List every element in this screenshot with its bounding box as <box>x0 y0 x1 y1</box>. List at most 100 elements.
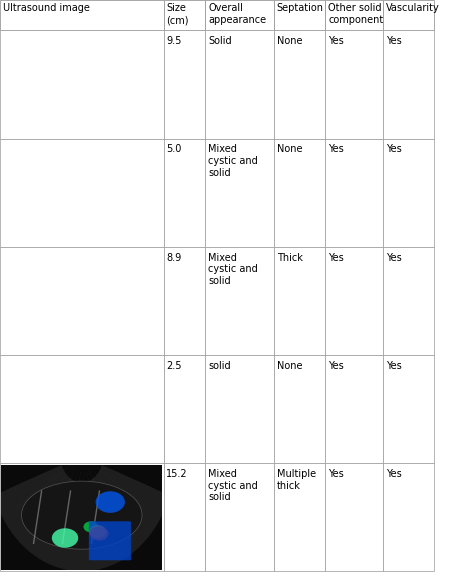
Bar <box>0 0 164 30</box>
Ellipse shape <box>29 167 102 208</box>
Text: Ultrasound image: Ultrasound image <box>3 3 90 13</box>
Bar <box>1 248 162 353</box>
Ellipse shape <box>96 491 125 513</box>
Text: Yes: Yes <box>386 145 401 154</box>
Bar <box>1 357 162 461</box>
Bar <box>0 247 164 355</box>
Ellipse shape <box>86 294 97 300</box>
Wedge shape <box>0 357 170 463</box>
Text: Yes: Yes <box>328 469 344 479</box>
Ellipse shape <box>83 192 91 196</box>
Ellipse shape <box>91 72 102 83</box>
Ellipse shape <box>102 399 117 410</box>
Wedge shape <box>0 573 170 583</box>
Bar <box>205 463 274 571</box>
Bar <box>325 247 383 355</box>
Wedge shape <box>0 249 170 355</box>
Wedge shape <box>0 465 170 571</box>
Bar <box>164 355 205 463</box>
Bar <box>274 30 325 139</box>
Ellipse shape <box>34 267 130 324</box>
Text: 5.0: 5.0 <box>166 145 182 154</box>
Ellipse shape <box>88 405 96 410</box>
Bar <box>383 0 434 30</box>
Bar <box>383 463 434 571</box>
Ellipse shape <box>96 82 104 89</box>
Ellipse shape <box>52 528 78 547</box>
Bar <box>205 247 274 355</box>
Bar <box>0 30 164 139</box>
Bar <box>1 465 162 570</box>
Bar <box>205 0 274 30</box>
Text: Yes: Yes <box>386 36 401 46</box>
Bar <box>74 391 109 428</box>
Ellipse shape <box>98 399 112 410</box>
Text: Mixed
cystic and
solid: Mixed cystic and solid <box>208 252 258 286</box>
Text: None: None <box>277 145 302 154</box>
Ellipse shape <box>57 292 74 321</box>
Bar <box>164 0 205 30</box>
Bar <box>325 30 383 139</box>
FancyBboxPatch shape <box>89 521 131 560</box>
Ellipse shape <box>83 521 99 532</box>
Bar <box>325 139 383 247</box>
Bar <box>0 139 164 247</box>
Bar <box>274 247 325 355</box>
Bar <box>383 139 434 247</box>
Text: 15.2: 15.2 <box>166 469 188 479</box>
Bar <box>325 355 383 463</box>
Bar <box>1 141 162 245</box>
Bar <box>164 463 205 571</box>
Text: None: None <box>277 361 302 371</box>
Text: Yes: Yes <box>386 252 401 262</box>
Ellipse shape <box>34 50 146 108</box>
Text: None: None <box>277 36 302 46</box>
Bar <box>0 355 164 463</box>
Text: 8.9: 8.9 <box>166 252 182 262</box>
Ellipse shape <box>61 219 71 226</box>
Bar <box>383 247 434 355</box>
Ellipse shape <box>91 82 100 90</box>
Ellipse shape <box>89 182 100 189</box>
Text: Thick: Thick <box>277 252 303 262</box>
Ellipse shape <box>89 525 106 538</box>
Text: Yes: Yes <box>386 469 401 479</box>
Ellipse shape <box>86 180 126 206</box>
Text: Mixed
cystic and
solid: Mixed cystic and solid <box>208 469 258 502</box>
Bar <box>164 30 205 139</box>
Bar <box>325 0 383 30</box>
Text: 2.5: 2.5 <box>166 361 182 371</box>
Ellipse shape <box>101 402 116 413</box>
Ellipse shape <box>37 383 142 435</box>
Text: Vascularity: Vascularity <box>386 3 439 13</box>
Text: Yes: Yes <box>386 361 401 371</box>
Bar <box>325 463 383 571</box>
Text: 9.5: 9.5 <box>166 36 182 46</box>
Ellipse shape <box>86 311 96 318</box>
Bar <box>383 30 434 139</box>
Bar <box>274 0 325 30</box>
Text: Other solid
component: Other solid component <box>328 3 383 25</box>
Bar <box>383 355 434 463</box>
Bar <box>164 247 205 355</box>
Bar <box>0 463 164 571</box>
Text: Septation: Septation <box>277 3 324 13</box>
Text: Solid: Solid <box>208 36 232 46</box>
Bar <box>1 32 162 137</box>
Text: Yes: Yes <box>328 145 344 154</box>
Ellipse shape <box>21 481 142 549</box>
Bar <box>205 30 274 139</box>
Text: solid: solid <box>208 361 231 371</box>
Ellipse shape <box>85 75 92 82</box>
Text: Overall
appearance: Overall appearance <box>208 3 266 25</box>
Text: Yes: Yes <box>328 361 344 371</box>
Text: Yes: Yes <box>328 252 344 262</box>
Text: Size
(cm): Size (cm) <box>166 3 189 25</box>
Text: Yes: Yes <box>328 36 344 46</box>
Ellipse shape <box>90 526 109 540</box>
Wedge shape <box>0 141 170 247</box>
Bar <box>274 463 325 571</box>
Bar <box>274 355 325 463</box>
Ellipse shape <box>74 75 83 83</box>
Ellipse shape <box>85 184 97 191</box>
